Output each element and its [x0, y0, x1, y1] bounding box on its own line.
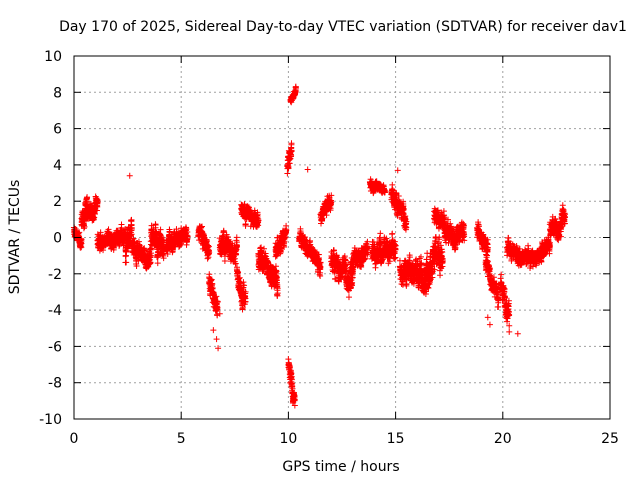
data-point	[87, 201, 94, 208]
data-point	[437, 272, 444, 279]
data-point	[94, 199, 101, 206]
data-point	[152, 228, 159, 235]
data-point	[118, 221, 125, 228]
data-point	[155, 249, 162, 256]
data-point	[377, 230, 384, 237]
data-point	[123, 259, 130, 266]
data-point	[91, 214, 98, 221]
data-point	[141, 247, 148, 254]
data-point	[97, 229, 104, 236]
data-point	[133, 263, 140, 270]
data-point	[128, 226, 135, 233]
data-point	[128, 216, 135, 223]
data-point	[288, 140, 295, 147]
data-point	[152, 221, 159, 228]
data-point	[84, 194, 91, 201]
data-point	[154, 260, 161, 267]
data-point	[81, 223, 88, 230]
data-point	[389, 230, 396, 237]
data-point	[147, 259, 154, 266]
data-points	[70, 83, 569, 409]
chart-title: Day 170 of 2025, Sidereal Day-to-day VTE…	[59, 19, 627, 35]
data-point	[345, 294, 352, 301]
data-point	[372, 264, 379, 271]
data-point	[148, 252, 155, 259]
data-point	[76, 229, 83, 236]
data-point	[147, 254, 154, 261]
data-point	[78, 236, 85, 243]
